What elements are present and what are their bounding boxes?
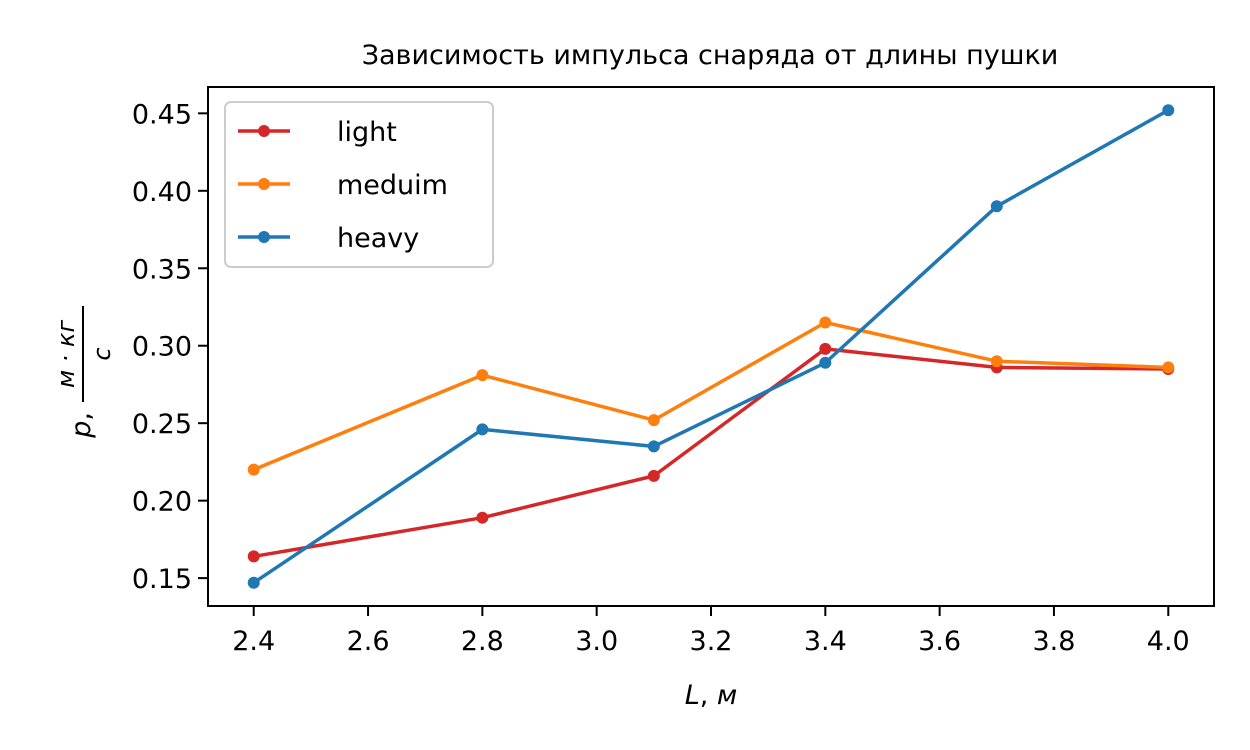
x-tick-label: 3.8 — [1032, 626, 1075, 657]
y-tick-label: 0.15 — [132, 564, 192, 595]
series-line-light — [251, 347, 1171, 559]
legend-entry-heavy: heavy — [238, 223, 419, 254]
y-axis-variable: p, — [66, 412, 97, 439]
y-tick-label: 0.25 — [132, 409, 192, 440]
data-point-heavy — [990, 200, 1003, 213]
data-point-meduim — [247, 463, 260, 476]
x-tick-label: 3.4 — [804, 626, 847, 657]
legend: light meduim heavy — [224, 101, 494, 268]
x-axis-unit: м — [717, 680, 737, 711]
series-heavy — [247, 104, 1175, 589]
legend-label: heavy — [337, 223, 419, 254]
legend-marker — [258, 178, 270, 190]
x-tick-label: 2.6 — [347, 626, 390, 657]
data-point-heavy — [647, 440, 660, 453]
y-axis-label: p, м · кг с — [52, 306, 116, 439]
y-tick-label: 0.45 — [132, 99, 192, 130]
x-axis-separator: , — [700, 680, 717, 711]
data-point-heavy — [1162, 104, 1175, 117]
legend-label: light — [337, 117, 397, 148]
legend-label: meduim — [337, 170, 448, 201]
data-point-heavy — [819, 356, 832, 369]
legend-entry-meduim: meduim — [238, 170, 448, 201]
y-tick-label: 0.35 — [132, 254, 192, 285]
legend-box — [224, 101, 494, 268]
data-point-light — [647, 469, 660, 482]
x-tick-label: 3.2 — [690, 626, 733, 657]
x-tick-label: 4.0 — [1147, 626, 1190, 657]
legend-marker — [258, 125, 270, 137]
x-tick-label: 2.8 — [461, 626, 504, 657]
x-tick-label: 2.4 — [232, 626, 275, 657]
x-axis: 2.4 2.6 2.8 3.0 3.2 3.4 3.6 3.8 4.0 — [232, 606, 1190, 657]
legend-marker — [258, 231, 270, 243]
data-point-light — [247, 550, 260, 563]
chart-title: Зависимость импульса снаряда от длины пу… — [362, 40, 1059, 71]
data-point-meduim — [1162, 361, 1175, 374]
legend-entry-light: light — [238, 117, 397, 148]
x-axis-variable: L — [685, 680, 700, 711]
y-tick-label: 0.40 — [132, 177, 192, 208]
series-layer — [247, 104, 1175, 589]
x-tick-label: 3.6 — [918, 626, 961, 657]
data-point-light — [819, 342, 832, 355]
series-meduim — [247, 316, 1175, 476]
data-point-meduim — [990, 355, 1003, 368]
y-tick-label: 0.30 — [132, 332, 192, 363]
data-point-meduim — [647, 414, 660, 427]
data-point-heavy — [247, 576, 260, 589]
y-tick-label: 0.20 — [132, 487, 192, 518]
x-axis-label: L, м — [685, 680, 738, 711]
data-point-meduim — [819, 316, 832, 329]
data-point-heavy — [476, 423, 489, 436]
series-line-heavy — [251, 107, 1171, 586]
y-axis-unit-numerator: м · кг — [52, 320, 80, 388]
x-tick-label: 3.0 — [575, 626, 618, 657]
y-axis: 0.15 0.20 0.25 0.30 0.35 0.40 0.45 — [132, 99, 208, 595]
data-point-meduim — [476, 369, 489, 382]
data-point-light — [476, 511, 489, 524]
series-line-meduim — [251, 320, 1171, 472]
y-axis-unit-denominator: с — [88, 347, 116, 360]
